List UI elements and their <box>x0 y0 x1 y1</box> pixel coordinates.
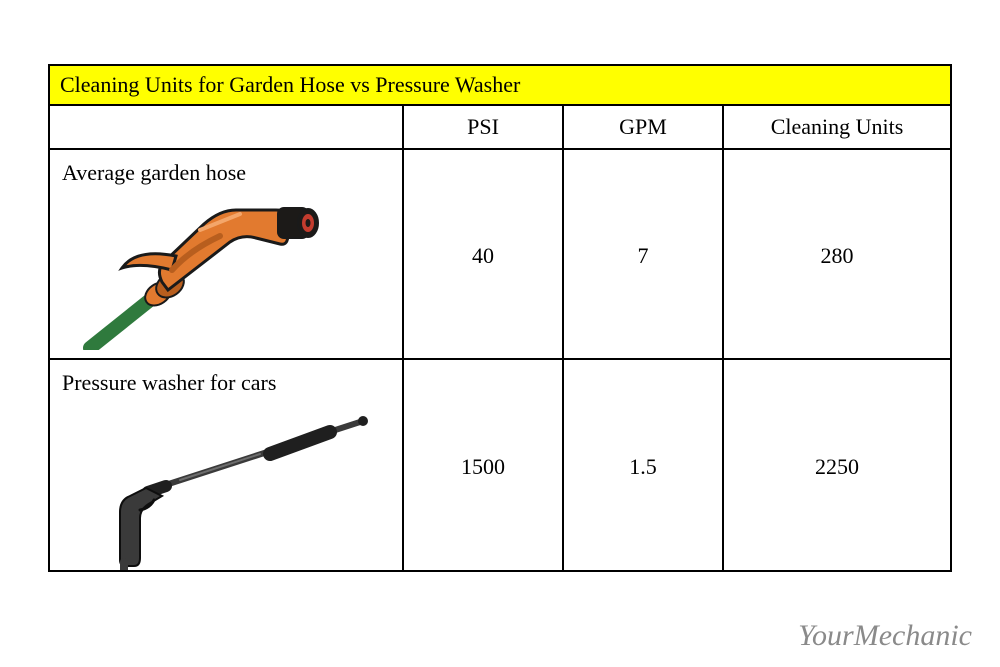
cell-gpm-hose: 7 <box>564 150 724 360</box>
cell-psi-pw: 1500 <box>404 360 564 570</box>
cell-cu-hose: 280 <box>724 150 950 360</box>
col-header-cu: Cleaning Units <box>724 106 950 150</box>
row-label-pressure-washer: Pressure washer for cars <box>50 360 404 570</box>
garden-hose-icon <box>62 190 390 352</box>
row-label-text: Pressure washer for cars <box>62 370 276 396</box>
col-header-blank <box>50 106 404 150</box>
cell-cu-pw: 2250 <box>724 360 950 570</box>
watermark-logo: YourMechanic <box>798 619 972 653</box>
col-header-gpm: GPM <box>564 106 724 150</box>
table-title: Cleaning Units for Garden Hose vs Pressu… <box>50 66 950 106</box>
comparison-table: Cleaning Units for Garden Hose vs Pressu… <box>48 64 952 572</box>
row-label-garden-hose: Average garden hose <box>50 150 404 360</box>
row-label-text: Average garden hose <box>62 160 246 186</box>
cell-psi-hose: 40 <box>404 150 564 360</box>
table-grid: PSI GPM Cleaning Units Average garden ho… <box>50 106 950 570</box>
pressure-washer-wand-icon <box>62 400 390 570</box>
col-header-psi: PSI <box>404 106 564 150</box>
cell-gpm-pw: 1.5 <box>564 360 724 570</box>
